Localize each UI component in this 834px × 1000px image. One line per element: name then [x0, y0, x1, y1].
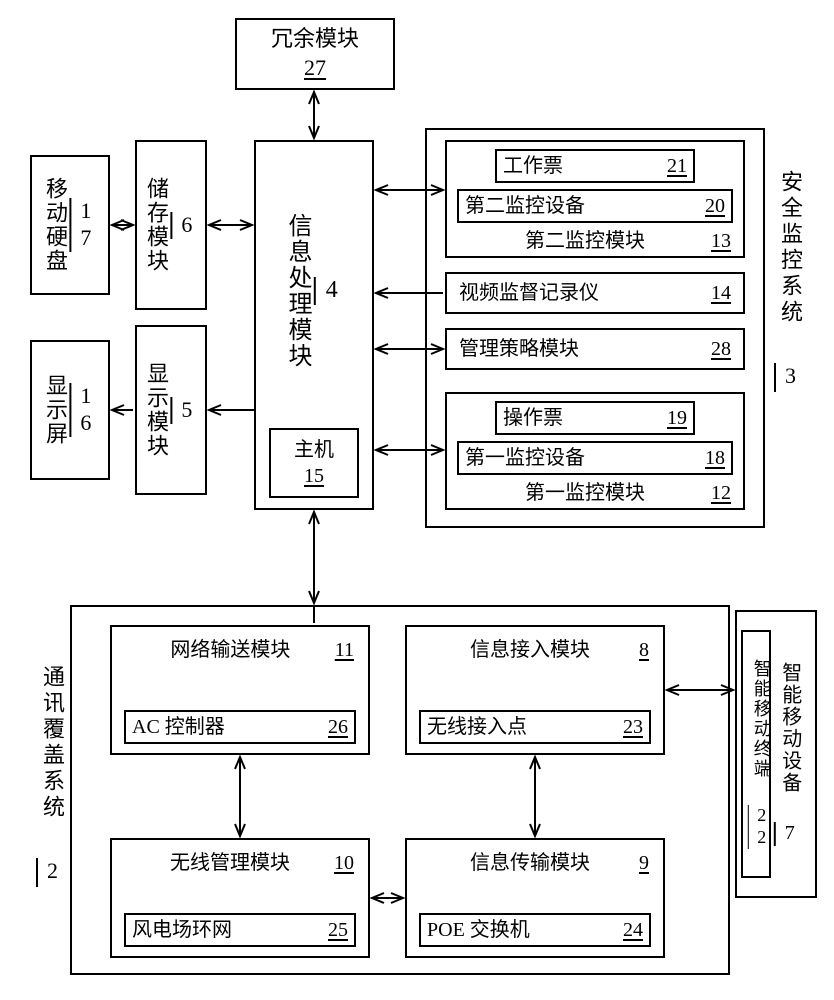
wl-mgmt-sub-num: 25 — [328, 917, 348, 943]
mobile-hd-num: 17 — [72, 198, 98, 252]
mon2-ticket-num: 21 — [667, 153, 687, 179]
info-proc-num: 4 — [317, 277, 346, 305]
node-display: 显示屏 16 — [30, 340, 110, 480]
smart-dev-label: 智能移动设备 — [779, 662, 801, 794]
display-label: 显示屏 — [43, 374, 68, 446]
wl-mgmt-sub-label: 风电场环网 — [132, 917, 322, 943]
policy-num: 28 — [711, 336, 731, 362]
mon2-row-ticket: 工作票 21 — [495, 149, 695, 183]
net-tx-sub-num: 26 — [328, 714, 348, 740]
net-tx-sub-label: AC 控制器 — [132, 714, 322, 740]
mon2-outer-num: 13 — [711, 228, 731, 254]
node-display-mod: 显示模块 5 — [135, 325, 207, 495]
net-tx-sub: AC 控制器 26 — [124, 710, 356, 744]
info-tx-label: 信息传输模块 — [421, 850, 639, 876]
display-num: 16 — [72, 383, 98, 437]
info-tx-num: 9 — [639, 850, 649, 876]
host-num: 15 — [304, 463, 324, 489]
display-mod-num: 5 — [173, 397, 199, 424]
info-tx-sub-label: POE 交换机 — [427, 917, 617, 943]
node-wl-mgmt: 无线管理模块 10 风电场环网 25 — [110, 838, 370, 958]
node-mon1: 操作票 19 第一监控设备 18 第一监控模块 12 — [445, 392, 745, 510]
video-num: 14 — [711, 280, 731, 306]
info-tx-sub: POE 交换机 24 — [419, 913, 651, 947]
display-mod-label: 显示模块 — [144, 362, 169, 458]
node-host: 主机 15 — [269, 428, 359, 498]
mon1-dev-label: 第一监控设备 — [465, 445, 699, 471]
node-net-tx: 网络输送模块 11 AC 控制器 26 — [110, 625, 370, 755]
node-info-in: 信息接入模块 8 无线接入点 23 — [405, 625, 665, 755]
info-in-num: 8 — [639, 637, 649, 663]
info-in-sub-label: 无线接入点 — [427, 714, 617, 740]
mon1-row-ticket: 操作票 19 — [495, 401, 695, 435]
video-label: 视频监督记录仪 — [459, 280, 599, 306]
mon2-outer-label: 第二监控模块 — [459, 228, 711, 254]
mon1-ticket-label: 操作票 — [503, 405, 661, 431]
comm-sys-label: 通讯覆盖系统 — [40, 665, 65, 821]
smart-dev-inner-border — [741, 630, 771, 878]
mon2-dev-label: 第二监控设备 — [465, 193, 699, 219]
redundant-num: 27 — [304, 54, 326, 83]
node-redundant: 冗余模块 27 — [235, 18, 395, 90]
comm-sys-num: 2 — [40, 858, 65, 887]
node-mon2: 工作票 21 第二监控设备 20 第二监控模块 13 — [445, 140, 745, 258]
wl-mgmt-sub: 风电场环网 25 — [124, 913, 356, 947]
sec-sys-num: 3 — [778, 363, 803, 392]
info-proc-label: 信息处理模块 — [284, 213, 310, 369]
node-mobile-hd: 移动硬盘 17 — [30, 155, 110, 295]
info-in-sub-num: 23 — [623, 714, 643, 740]
mon1-dev-num: 18 — [705, 445, 725, 471]
node-storage: 储存模块 6 — [135, 140, 207, 310]
comm-sys-label-outer: 通讯覆盖系统 2 — [36, 665, 68, 887]
redundant-label: 冗余模块 — [271, 25, 359, 54]
info-in-sub: 无线接入点 23 — [419, 710, 651, 744]
node-policy: 管理策略模块 28 — [445, 328, 745, 370]
mon2-dev-num: 20 — [705, 193, 725, 219]
mon1-outer-label: 第一监控模块 — [459, 480, 711, 506]
mon2-ticket-label: 工作票 — [503, 153, 661, 179]
policy-label: 管理策略模块 — [459, 336, 579, 362]
smart-dev-num: 7 — [779, 822, 801, 846]
wl-mgmt-label: 无线管理模块 — [126, 850, 334, 876]
mobile-hd-label: 移动硬盘 — [43, 177, 68, 273]
mon1-outer-num: 12 — [711, 480, 731, 506]
info-in-label: 信息接入模块 — [421, 637, 639, 663]
storage-num: 6 — [173, 212, 199, 239]
mon1-row-dev: 第一监控设备 18 — [457, 441, 733, 475]
node-video: 视频监督记录仪 14 — [445, 272, 745, 314]
info-tx-sub-num: 24 — [623, 917, 643, 943]
diagram-canvas: 冗余模块 27 移动硬盘 17 储存模块 6 显示屏 16 显示模块 5 信息处… — [0, 0, 834, 1000]
storage-label: 储存模块 — [144, 177, 169, 273]
net-tx-label: 网络输送模块 — [126, 637, 335, 663]
mon1-ticket-num: 19 — [667, 405, 687, 431]
wl-mgmt-num: 10 — [334, 850, 354, 876]
node-info-proc: 信息处理模块 4 主机 15 — [254, 140, 374, 510]
sec-sys-label: 安全监控系统 — [778, 170, 803, 326]
node-info-tx: 信息传输模块 9 POE 交换机 24 — [405, 838, 665, 958]
net-tx-num: 11 — [335, 637, 354, 663]
mon2-row-dev: 第二监控设备 20 — [457, 189, 733, 223]
sec-sys-label-outer: 安全监控系统 3 — [774, 170, 806, 392]
host-label: 主机 — [294, 437, 334, 463]
